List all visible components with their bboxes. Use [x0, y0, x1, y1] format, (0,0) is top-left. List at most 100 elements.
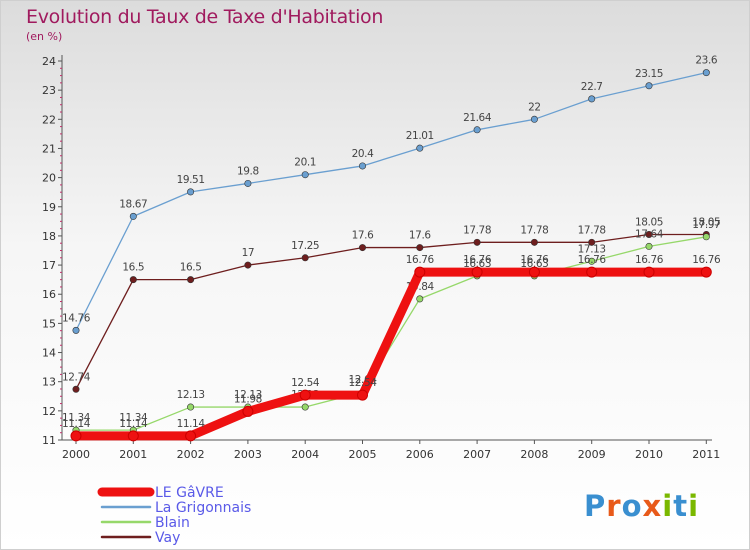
data-label: 17 [242, 247, 255, 259]
data-point [301, 403, 309, 411]
data-label: 19.51 [177, 174, 205, 186]
data-point [127, 430, 139, 442]
legend-label: LE GâVRE [155, 485, 224, 501]
data-point [645, 230, 653, 238]
data-label: 18.67 [119, 198, 147, 210]
logo-letter: P [584, 489, 607, 523]
data-point [187, 188, 195, 196]
data-label: 21.64 [463, 112, 492, 124]
logo-letter: r [606, 489, 622, 523]
y-tick-label: 21 [42, 142, 56, 155]
data-label: 16.76 [635, 254, 664, 266]
series-line [75, 236, 707, 431]
data-point [242, 405, 254, 417]
data-label: 19.8 [237, 165, 259, 177]
data-label: 11.14 [62, 418, 91, 430]
data-point [185, 430, 197, 442]
data-label: 12.13 [177, 389, 205, 401]
data-point [299, 389, 311, 401]
x-tick-label: 2000 [62, 448, 90, 461]
logo-letter: i [688, 489, 700, 523]
data-point [645, 242, 653, 250]
data-point [129, 276, 137, 284]
x-tick-label: 2004 [291, 448, 319, 461]
x-tick-label: 2003 [234, 448, 262, 461]
data-point [588, 95, 596, 103]
data-label: 11.14 [119, 418, 148, 430]
data-label: 17.25 [291, 240, 319, 252]
x-tick-label: 2009 [578, 448, 606, 461]
y-tick-label: 17 [42, 259, 56, 272]
data-point [72, 326, 80, 334]
logo-letter: t [673, 489, 689, 523]
data-point [588, 257, 596, 265]
data-label: 16.63 [520, 258, 548, 270]
series-la-grigonnais: 14.76 18.67 19.51 19.8 20.1 20.4 21.01 21.64 22 2… [62, 55, 718, 334]
x-tick-label: 2010 [635, 448, 663, 461]
data-point [358, 244, 366, 252]
data-label: 18.05 [692, 216, 720, 228]
data-point [244, 179, 252, 187]
y-tick-label: 15 [42, 317, 56, 330]
data-point [530, 115, 538, 123]
legend-label: La Grigonnais [155, 500, 251, 516]
chart-title: Evolution du Taux de Taxe d'Habitation [26, 6, 384, 28]
data-point [187, 403, 195, 411]
data-label: 16.5 [180, 262, 202, 274]
data-label: 23.6 [695, 55, 717, 67]
logo-letter: o [621, 489, 643, 523]
x-tick-label: 2011 [692, 448, 720, 461]
data-label: 16.76 [520, 254, 549, 266]
data-label: 23.15 [635, 68, 663, 80]
series-line [71, 267, 711, 441]
data-point [588, 238, 596, 246]
data-label: 17.64 [635, 228, 664, 240]
data-label: 17.13 [578, 243, 606, 255]
data-point [357, 389, 368, 401]
series-line [75, 233, 707, 390]
logo-letter: i [662, 489, 674, 523]
data-point [473, 126, 481, 134]
data-point [187, 276, 195, 284]
data-point [301, 254, 309, 262]
legend-label: Vay [155, 530, 180, 546]
data-label: 16.5 [122, 262, 144, 274]
y-tick-label: 24 [42, 55, 56, 68]
data-label: 17.78 [578, 224, 606, 236]
data-label: 17.6 [409, 230, 431, 242]
data-point [700, 266, 712, 278]
data-label: 18.05 [635, 216, 663, 228]
legend-label: Blain [155, 515, 190, 531]
data-point [702, 233, 710, 241]
data-point [414, 266, 426, 278]
y-tick-label: 14 [42, 347, 56, 360]
data-point [530, 238, 538, 246]
data-point [416, 244, 424, 252]
data-label: 12.13 [234, 389, 262, 401]
data-label: 16.76 [692, 254, 721, 266]
x-tick-label: 2001 [119, 448, 147, 461]
data-point [643, 266, 655, 278]
data-point [72, 385, 80, 393]
data-point [586, 266, 598, 278]
data-label: 22.7 [581, 81, 603, 93]
y-tick-label: 11 [42, 434, 56, 447]
data-point [244, 261, 252, 269]
x-tick-label: 2006 [406, 448, 434, 461]
x-tick-label: 2007 [463, 448, 491, 461]
data-point [702, 69, 710, 77]
series-line [75, 72, 707, 332]
data-point [70, 430, 82, 442]
data-label: 12.54 [348, 377, 377, 389]
series-le-g-vre: 11.14 11.14 11.14 11.98 12.54 12.54 16.76 16.76… [62, 254, 721, 442]
data-label: 11.14 [177, 418, 206, 430]
proxiti-logo: Proxiti [584, 489, 699, 523]
y-tick-label: 12 [42, 405, 56, 418]
series-vay: 12.74 16.5 16.5 17 17.25 17.6 17.6 17.78 17.78 17… [62, 216, 721, 393]
y-tick-label: 19 [42, 201, 56, 214]
data-point [473, 238, 481, 246]
chart-subtitle: (en %) [26, 30, 63, 43]
data-label: 16.76 [463, 254, 492, 266]
data-point [416, 144, 424, 152]
